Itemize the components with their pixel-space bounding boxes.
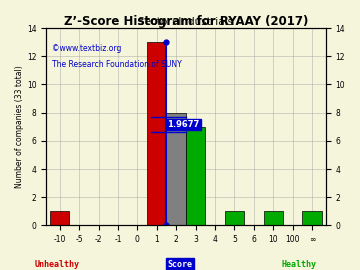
Text: 1.9677: 1.9677 — [167, 120, 200, 129]
Bar — [147, 42, 166, 225]
Text: Sector: Industrials: Sector: Industrials — [138, 17, 233, 27]
Bar — [50, 211, 69, 225]
Bar — [186, 127, 205, 225]
Text: ©www.textbiz.org: ©www.textbiz.org — [52, 44, 121, 53]
Bar — [166, 113, 186, 225]
Y-axis label: Number of companies (33 total): Number of companies (33 total) — [15, 65, 24, 188]
Title: Z’-Score Histogram for RYAAY (2017): Z’-Score Histogram for RYAAY (2017) — [64, 15, 308, 28]
Text: Unhealthy: Unhealthy — [35, 260, 80, 269]
Bar — [225, 211, 244, 225]
Text: Healthy: Healthy — [281, 260, 316, 269]
Bar — [302, 211, 322, 225]
Text: The Research Foundation of SUNY: The Research Foundation of SUNY — [52, 60, 181, 69]
Text: Score: Score — [167, 260, 193, 269]
Bar — [264, 211, 283, 225]
